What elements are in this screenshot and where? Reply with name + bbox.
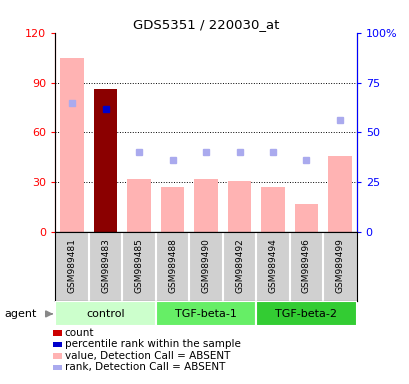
Bar xyxy=(60,58,83,232)
Text: control: control xyxy=(86,309,125,319)
Bar xyxy=(155,301,256,326)
Bar xyxy=(94,89,117,232)
Text: GSM989485: GSM989485 xyxy=(134,238,143,293)
Bar xyxy=(160,187,184,232)
Text: agent: agent xyxy=(4,309,36,319)
Bar xyxy=(127,179,151,232)
Bar xyxy=(194,179,217,232)
Text: GSM989492: GSM989492 xyxy=(234,238,243,293)
Bar xyxy=(256,301,356,326)
Text: count: count xyxy=(65,328,94,338)
Bar xyxy=(328,156,351,232)
Bar xyxy=(294,204,317,232)
Bar xyxy=(227,181,251,232)
Bar xyxy=(55,301,155,326)
Text: GSM989490: GSM989490 xyxy=(201,238,210,293)
Title: GDS5351 / 220030_at: GDS5351 / 220030_at xyxy=(133,18,279,31)
Text: GSM989488: GSM989488 xyxy=(168,238,177,293)
Text: GSM989483: GSM989483 xyxy=(101,238,110,293)
Text: GSM989494: GSM989494 xyxy=(268,238,277,293)
Text: GSM989481: GSM989481 xyxy=(67,238,76,293)
Text: TGF-beta-1: TGF-beta-1 xyxy=(175,309,236,319)
Text: percentile rank within the sample: percentile rank within the sample xyxy=(65,339,240,349)
Text: rank, Detection Call = ABSENT: rank, Detection Call = ABSENT xyxy=(65,362,225,372)
Bar xyxy=(261,187,284,232)
Text: GSM989499: GSM989499 xyxy=(335,238,344,293)
Text: TGF-beta-2: TGF-beta-2 xyxy=(275,309,337,319)
Text: GSM989496: GSM989496 xyxy=(301,238,310,293)
Text: value, Detection Call = ABSENT: value, Detection Call = ABSENT xyxy=(65,351,229,361)
